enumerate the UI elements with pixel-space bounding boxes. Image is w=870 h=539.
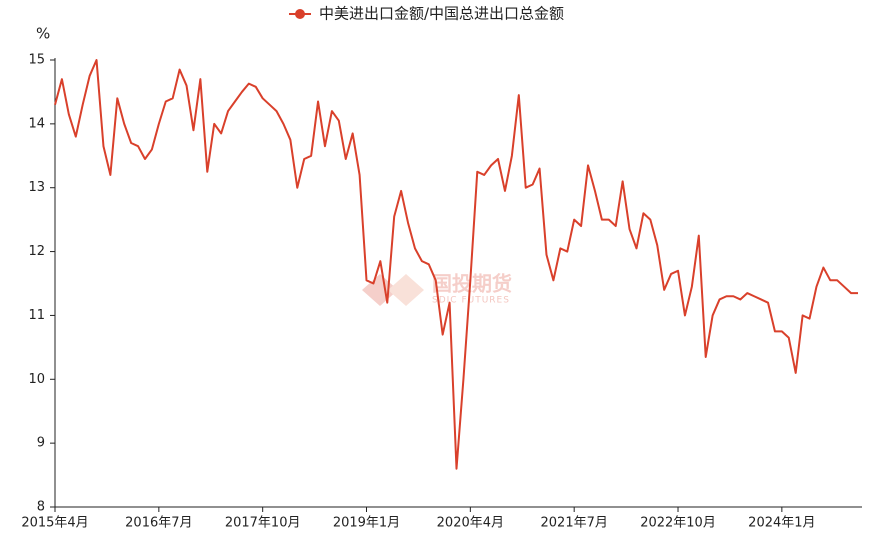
- x-tick-label: 2015年4月: [21, 516, 88, 531]
- y-tick-label: 15: [28, 53, 45, 68]
- y-tick-label: 14: [28, 116, 45, 131]
- watermark-logo: [362, 274, 424, 306]
- y-unit: %: [36, 25, 50, 43]
- legend-label: 中美进出口金额/中国总进出口总金额: [319, 5, 564, 23]
- y-tick-label: 13: [28, 180, 45, 195]
- y-tick-label: 9: [37, 436, 45, 451]
- watermark: 国投期货: [432, 272, 512, 296]
- y-tick-label: 12: [28, 244, 45, 259]
- x-tick-label: 2017年10月: [225, 516, 301, 531]
- x-tick-label: 2020年4月: [437, 516, 504, 531]
- watermark-sub: SDIC FUTURES: [432, 296, 510, 306]
- x-tick-label: 2016年7月: [125, 516, 192, 531]
- x-tick-label: 2019年1月: [333, 516, 400, 531]
- y-tick-label: 11: [28, 308, 45, 323]
- x-tick-label: 2024年1月: [748, 516, 815, 531]
- y-tick-label: 10: [28, 372, 45, 387]
- legend-marker: [295, 9, 305, 19]
- x-tick-label: 2022年10月: [640, 516, 716, 531]
- y-tick-label: 8: [37, 500, 45, 515]
- data-line: [54, 59, 858, 470]
- x-tick-label: 2021年7月: [541, 516, 608, 531]
